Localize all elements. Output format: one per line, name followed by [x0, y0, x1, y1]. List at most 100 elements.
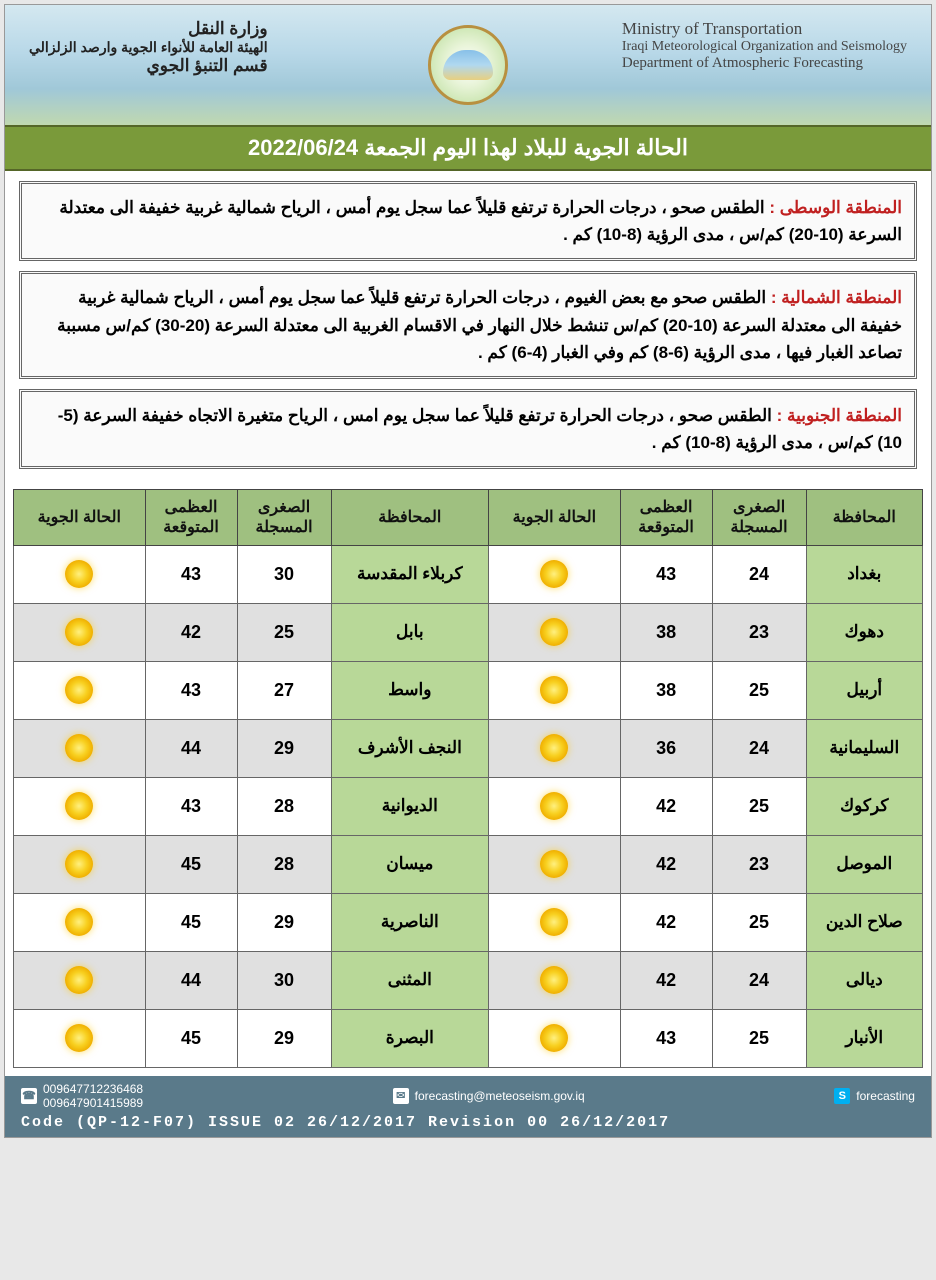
- weather-cell: [14, 719, 146, 777]
- min-cell: 30: [237, 951, 331, 1009]
- sun-icon: [65, 1024, 93, 1052]
- region-south-label: المنطقة الجنوبية :: [777, 406, 902, 425]
- weather-cell: [489, 545, 621, 603]
- weather-cell: [14, 893, 146, 951]
- min-cell: 24: [712, 951, 806, 1009]
- sun-icon: [540, 908, 568, 936]
- province-cell: كربلاء المقدسة: [331, 545, 489, 603]
- sun-icon: [540, 560, 568, 588]
- footer: ☎ 009647712236468 009647901415989 ✉ fore…: [5, 1076, 931, 1137]
- min-cell: 24: [712, 545, 806, 603]
- col-province-r: المحافظة: [806, 490, 922, 545]
- max-cell: 42: [620, 893, 712, 951]
- weather-cell: [489, 951, 621, 1009]
- sun-icon: [65, 908, 93, 936]
- skype-icon: S: [834, 1088, 850, 1104]
- logo-container: [428, 25, 508, 105]
- max-cell: 43: [145, 545, 237, 603]
- org-en: Iraqi Meteorological Organization and Se…: [622, 39, 907, 55]
- region-north-label: المنطقة الشمالية :: [771, 288, 902, 307]
- weather-cell: [14, 603, 146, 661]
- min-cell: 28: [237, 835, 331, 893]
- forecast-table: المحافظة الصغرى المسجلة العظمى المتوقعة …: [13, 489, 923, 1067]
- min-cell: 25: [712, 893, 806, 951]
- skype-text: forecasting: [856, 1089, 915, 1103]
- col-weather-r: الحالة الجوية: [489, 490, 621, 545]
- region-central: المنطقة الوسطى : الطقس صحو ، درجات الحرا…: [19, 181, 917, 261]
- weather-cell: [489, 777, 621, 835]
- max-cell: 45: [145, 835, 237, 893]
- email-text: forecasting@meteoseism.gov.iq: [415, 1089, 585, 1103]
- sun-icon: [540, 734, 568, 762]
- max-cell: 43: [620, 545, 712, 603]
- col-province-l: المحافظة: [331, 490, 489, 545]
- col-max-r: العظمى المتوقعة: [620, 490, 712, 545]
- footer-phone: ☎ 009647712236468 009647901415989: [21, 1082, 143, 1110]
- min-cell: 25: [237, 603, 331, 661]
- max-cell: 44: [145, 951, 237, 1009]
- sun-icon: [65, 676, 93, 704]
- weather-cell: [489, 893, 621, 951]
- sun-icon: [65, 966, 93, 994]
- table-row: دهوك2338بابل2542: [14, 603, 923, 661]
- table-row: كركوك2542الديوانية2843: [14, 777, 923, 835]
- weather-cell: [14, 1009, 146, 1067]
- col-max-l: العظمى المتوقعة: [145, 490, 237, 545]
- province-cell: صلاح الدين: [806, 893, 922, 951]
- max-cell: 43: [620, 1009, 712, 1067]
- region-south: المنطقة الجنوبية : الطقس صحو ، درجات الح…: [19, 389, 917, 469]
- footer-skype: S forecasting: [834, 1088, 915, 1104]
- sun-icon: [540, 676, 568, 704]
- phone-icon: ☎: [21, 1088, 37, 1104]
- header-english: Ministry of Transportation Iraqi Meteoro…: [622, 19, 907, 72]
- table-row: صلاح الدين2542 الناصرية2945: [14, 893, 923, 951]
- max-cell: 43: [145, 777, 237, 835]
- min-cell: 29: [237, 893, 331, 951]
- province-cell: دهوك: [806, 603, 922, 661]
- ministry-en: Ministry of Transportation: [622, 19, 907, 39]
- table-row: السليمانية2436النجف الأشرف2944: [14, 719, 923, 777]
- province-cell: البصرة: [331, 1009, 489, 1067]
- mail-icon: ✉: [393, 1088, 409, 1104]
- org-ar: الهيئة العامة للأنواء الجوية وارصد الزلز…: [29, 39, 268, 56]
- footer-contacts: ☎ 009647712236468 009647901415989 ✉ fore…: [21, 1082, 915, 1110]
- max-cell: 45: [145, 893, 237, 951]
- province-cell: بابل: [331, 603, 489, 661]
- sun-icon: [65, 734, 93, 762]
- table-row: الأنبار2543البصرة2945: [14, 1009, 923, 1067]
- min-cell: 23: [712, 603, 806, 661]
- province-cell: بغداد: [806, 545, 922, 603]
- region-south-text: الطقس صحو ، درجات الحرارة ترتفع قليلاً ع…: [58, 406, 902, 452]
- province-cell: الديوانية: [331, 777, 489, 835]
- province-cell: النجف الأشرف: [331, 719, 489, 777]
- sun-icon: [540, 850, 568, 878]
- min-cell: 29: [237, 1009, 331, 1067]
- logo-icon: [428, 25, 508, 105]
- province-cell: ديالى: [806, 951, 922, 1009]
- phone1: 009647712236468: [43, 1082, 143, 1096]
- sun-icon: [65, 618, 93, 646]
- dept-en: Department of Atmospheric Forecasting: [622, 55, 907, 72]
- weather-cell: [14, 545, 146, 603]
- table-header-row: المحافظة الصغرى المسجلة العظمى المتوقعة …: [14, 490, 923, 545]
- col-weather-l: الحالة الجوية: [14, 490, 146, 545]
- table-row: أربيل2538واسط2743: [14, 661, 923, 719]
- sun-icon: [65, 792, 93, 820]
- sun-icon: [65, 850, 93, 878]
- max-cell: 44: [145, 719, 237, 777]
- min-cell: 25: [712, 777, 806, 835]
- province-cell: الناصرية: [331, 893, 489, 951]
- min-cell: 25: [712, 1009, 806, 1067]
- province-cell: الأنبار: [806, 1009, 922, 1067]
- region-central-label: المنطقة الوسطى :: [769, 198, 902, 217]
- sun-icon: [540, 966, 568, 994]
- weather-report-page: Ministry of Transportation Iraqi Meteoro…: [4, 4, 932, 1138]
- max-cell: 38: [620, 661, 712, 719]
- weather-cell: [489, 1009, 621, 1067]
- max-cell: 38: [620, 603, 712, 661]
- table-row: الموصل2342ميسان2845: [14, 835, 923, 893]
- header-arabic: وزارة النقل الهيئة العامة للأنواء الجوية…: [29, 19, 268, 76]
- min-cell: 29: [237, 719, 331, 777]
- table-row: ديالى2442المثنى3044: [14, 951, 923, 1009]
- sun-icon: [540, 618, 568, 646]
